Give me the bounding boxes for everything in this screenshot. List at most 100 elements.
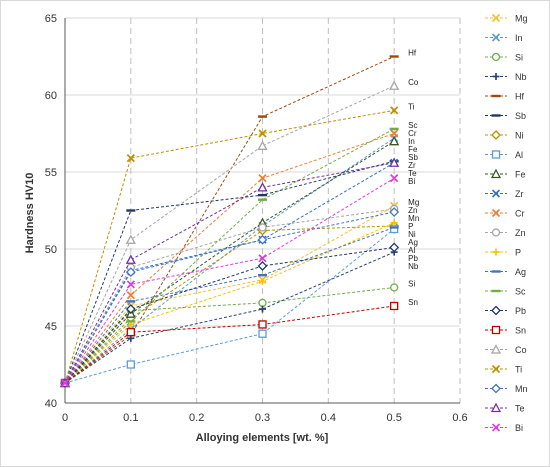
y-axis-title: Hardness HV10 bbox=[24, 173, 36, 254]
legend-label-in: In bbox=[515, 33, 523, 43]
data-point-bi bbox=[126, 280, 135, 289]
series-line-sn bbox=[64, 305, 395, 384]
series-line-ni bbox=[64, 225, 395, 384]
data-point-cr bbox=[390, 129, 399, 138]
legend-marker-nb bbox=[492, 73, 500, 80]
data-point-pb bbox=[257, 261, 268, 271]
x-tick-label: 0.5 bbox=[387, 412, 402, 424]
data-point-te bbox=[389, 157, 400, 167]
end-label-co: Co bbox=[408, 78, 419, 87]
legend-label-co: Co bbox=[515, 345, 527, 355]
x-tick-label: 0 bbox=[62, 412, 68, 424]
legend-marker-ni bbox=[491, 130, 501, 140]
legend-marker-co bbox=[490, 344, 502, 354]
legend-item-ag: Ag bbox=[485, 267, 526, 277]
x-tick-label: 0.6 bbox=[452, 412, 467, 424]
legend-item-ti: Ti bbox=[485, 365, 522, 375]
series-line-bi bbox=[64, 177, 395, 384]
legend-item-nb: Nb bbox=[485, 72, 527, 82]
end-label-hf: Hf bbox=[408, 49, 417, 58]
legend-item-al: Al bbox=[485, 150, 523, 160]
end-label-mg: Mg bbox=[408, 198, 419, 207]
x-tick-label: 0.1 bbox=[123, 412, 138, 424]
legend-item-mg: Mg bbox=[485, 14, 528, 24]
y-tick-label: 55 bbox=[45, 167, 57, 179]
y-tick-label: 50 bbox=[45, 244, 57, 256]
data-point-bi bbox=[390, 174, 399, 183]
data-point-bi bbox=[60, 378, 70, 388]
legend-item-p: P bbox=[485, 248, 521, 258]
axes: 40 45 50 55 60 65 0 0.1 0.2 0.3 0.4 0.5 0.6 bbox=[45, 13, 468, 424]
end-label-sc: Sc bbox=[408, 121, 417, 130]
series-line-p bbox=[64, 222, 395, 384]
legend-item-ni: Ni bbox=[485, 130, 524, 141]
end-label-cr: Cr bbox=[408, 129, 417, 138]
legend-marker-pb bbox=[491, 305, 501, 316]
series-line-si bbox=[64, 287, 395, 384]
data-point-nb bbox=[259, 305, 266, 313]
legend-label-nb: Nb bbox=[515, 72, 527, 82]
end-label-in: In bbox=[408, 137, 415, 146]
series-bi bbox=[60, 174, 399, 388]
legend-marker-bi bbox=[491, 423, 501, 432]
series-line-cr bbox=[64, 133, 395, 384]
series-line-hf bbox=[64, 56, 395, 384]
legend-item-bi: Bi bbox=[485, 423, 523, 433]
legend-item-sc: Sc bbox=[485, 287, 526, 297]
legend-label-zr: Zr bbox=[515, 189, 524, 199]
data-point-pb bbox=[125, 304, 136, 314]
data-point-sn bbox=[126, 328, 135, 337]
end-label-p: P bbox=[408, 222, 413, 231]
legend-label-mn: Mn bbox=[515, 384, 528, 394]
data-point-te bbox=[125, 254, 136, 264]
data-point-ti bbox=[126, 154, 135, 163]
data-point-cr bbox=[126, 291, 135, 300]
legend-item-sn: Sn bbox=[485, 326, 526, 336]
data-point-mn bbox=[125, 267, 136, 278]
data-point-mn bbox=[257, 234, 268, 245]
legend-item-sb: Sb bbox=[485, 111, 526, 121]
series-line-sb bbox=[64, 160, 395, 384]
legend-item-zn: Zn bbox=[485, 228, 526, 238]
data-point-p bbox=[390, 219, 398, 227]
legend-label-ag: Ag bbox=[515, 267, 526, 277]
series-line-al bbox=[64, 228, 395, 384]
data-point-zn bbox=[258, 223, 267, 232]
series-line-in bbox=[64, 137, 395, 384]
legend-marker-si bbox=[491, 52, 501, 62]
series-line-ag bbox=[64, 226, 395, 384]
data-point-al bbox=[258, 329, 267, 338]
legend-item-in: In bbox=[485, 33, 523, 43]
legend-item-si: Si bbox=[485, 53, 523, 63]
legend-label-sc: Sc bbox=[515, 287, 526, 297]
end-label-ag: Ag bbox=[408, 238, 418, 247]
legend-item-te: Te bbox=[485, 402, 525, 414]
x-tick-label: 0.3 bbox=[255, 412, 270, 424]
legend-item-co: Co bbox=[485, 344, 527, 355]
end-label-sn: Sn bbox=[408, 298, 418, 307]
legend-label-hf: Hf bbox=[515, 92, 524, 102]
data-point-pb bbox=[389, 242, 400, 253]
data-point-si bbox=[258, 298, 267, 308]
end-label-te: Te bbox=[408, 169, 417, 178]
end-label-bi: Bi bbox=[408, 177, 415, 186]
legend-item-fe: Fe bbox=[485, 168, 526, 180]
legend-label-pb: Pb bbox=[515, 306, 526, 316]
series-line-nb bbox=[64, 251, 395, 384]
legend-marker-mg bbox=[491, 13, 501, 23]
data-point-p bbox=[259, 277, 266, 285]
end-label-ni: Ni bbox=[408, 230, 416, 239]
data-point-ti bbox=[390, 106, 399, 115]
legend-marker-ti bbox=[491, 364, 501, 374]
legend-label-ti: Ti bbox=[515, 365, 522, 375]
legend-label-fe: Fe bbox=[515, 170, 526, 180]
series-line-sc bbox=[64, 128, 395, 384]
end-label-zn: Zn bbox=[408, 206, 417, 215]
y-tick-label: 65 bbox=[45, 13, 57, 25]
data-point-mn bbox=[389, 207, 400, 217]
data-point-ti bbox=[258, 129, 267, 138]
data-point-co bbox=[389, 80, 400, 90]
